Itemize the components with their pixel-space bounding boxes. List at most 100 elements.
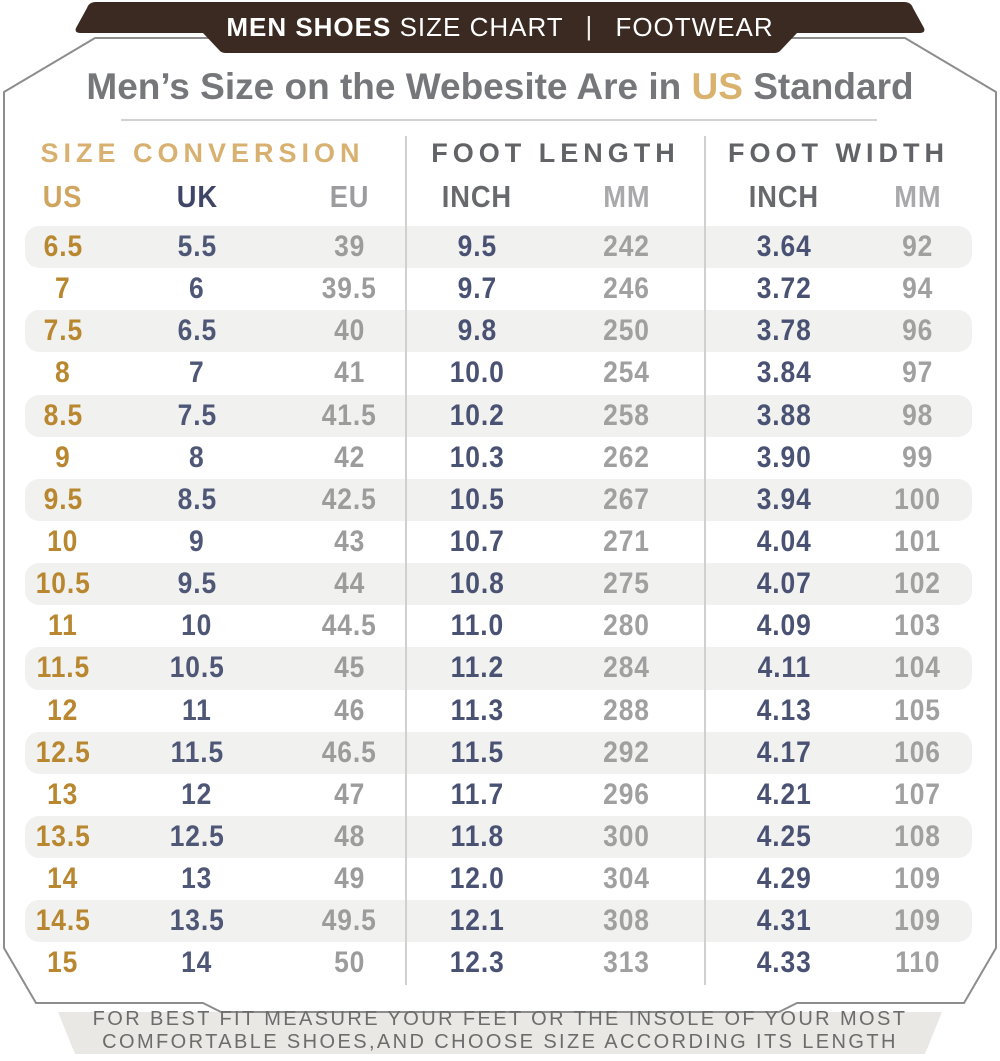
banner-separator: | bbox=[585, 11, 594, 41]
table-cell: 10.5 bbox=[449, 482, 505, 516]
table-row: 13 12 47 11.7 296 4.21 107 bbox=[25, 774, 972, 816]
banner-title: MEN SHOES SIZE CHART | FOOTWEAR bbox=[0, 11, 1000, 43]
table-cell: 96 bbox=[901, 314, 934, 348]
page-title: Men’s Size on the Webesite Are in US Sta… bbox=[0, 64, 1000, 110]
table-cell: 10.3 bbox=[449, 440, 505, 474]
table-cell: 108 bbox=[894, 820, 941, 854]
table-cell: 47 bbox=[333, 777, 366, 811]
table-cell: 43 bbox=[333, 525, 366, 559]
table-cell: 3.84 bbox=[756, 356, 812, 390]
table-cell: 4.17 bbox=[756, 735, 812, 769]
table-cell: 10 bbox=[181, 609, 213, 643]
table-cell: 242 bbox=[603, 230, 650, 264]
table-row: 11.5 10.5 45 11.2 284 4.11 104 bbox=[25, 647, 972, 690]
table-cell: 14.5 bbox=[35, 904, 91, 938]
table-row: 9.5 8.5 42.5 10.5 267 3.94 100 bbox=[25, 478, 972, 521]
table-cell: 7 bbox=[55, 272, 71, 306]
table-cell: 94 bbox=[901, 272, 934, 306]
table-cell: 101 bbox=[894, 525, 941, 559]
table-cell: 41.5 bbox=[322, 398, 377, 432]
table-cell: 15 bbox=[47, 946, 79, 980]
footer-band-shape bbox=[58, 1012, 942, 1054]
table-cell: 250 bbox=[603, 314, 650, 348]
title-suffix: Standard bbox=[742, 66, 914, 107]
table-cell: 12 bbox=[47, 693, 79, 727]
table-cell: 46.5 bbox=[322, 735, 377, 769]
table-cell: 4.09 bbox=[756, 609, 812, 643]
table-cell: 46 bbox=[333, 693, 366, 727]
table-cell: 14 bbox=[181, 946, 213, 980]
column-header-length-mm: MM bbox=[602, 179, 651, 214]
table-cell: 280 bbox=[603, 609, 650, 643]
section-divider-left bbox=[405, 136, 407, 985]
column-header-us: US bbox=[43, 179, 83, 214]
banner-right-label: FOOTWEAR bbox=[615, 12, 774, 42]
table-cell: 11.3 bbox=[450, 693, 504, 727]
table-cell: 39 bbox=[333, 230, 366, 264]
table-cell: 50 bbox=[333, 946, 366, 980]
title-prefix: Men’s Size on the Webesite Are in bbox=[86, 66, 692, 107]
banner-title-bold: MEN SHOES bbox=[226, 12, 392, 42]
table-cell: 246 bbox=[603, 272, 650, 306]
table-cell: 4.21 bbox=[756, 777, 812, 811]
table-cell: 11.5 bbox=[170, 735, 224, 769]
table-cell: 48 bbox=[333, 820, 366, 854]
table-cell: 9.8 bbox=[457, 314, 497, 348]
table-row: 6.5 5.5 39 9.5 242 3.64 92 bbox=[25, 226, 972, 269]
table-cell: 109 bbox=[894, 862, 941, 896]
table-cell: 9.5 bbox=[177, 567, 217, 601]
table-cell: 13.5 bbox=[35, 820, 91, 854]
table-cell: 258 bbox=[603, 398, 650, 432]
table-row: 7 6 39.5 9.7 246 3.72 94 bbox=[25, 268, 972, 310]
table-cell: 39.5 bbox=[322, 272, 377, 306]
table-cell: 99 bbox=[901, 440, 934, 474]
table-group-header-row: SIZE CONVERSION FOOT LENGTH FOOT WIDTH bbox=[25, 134, 972, 172]
table-cell: 49 bbox=[333, 862, 366, 896]
table-row: 11 10 44.5 11.0 280 4.09 103 bbox=[25, 605, 972, 647]
table-cell: 8.5 bbox=[43, 398, 83, 432]
table-cell: 42 bbox=[333, 440, 366, 474]
table-cell: 100 bbox=[894, 482, 941, 516]
table-row: 7.5 6.5 40 9.8 250 3.78 96 bbox=[25, 310, 972, 353]
footer-note: FOR BEST FIT MEASURE YOUR FEET OR THE IN… bbox=[0, 1008, 1000, 1054]
table-row: 15 14 50 12.3 313 4.33 110 bbox=[25, 942, 972, 984]
column-header-uk: UK bbox=[176, 179, 218, 214]
table-cell: 10.8 bbox=[449, 567, 505, 601]
table-cell: 4.33 bbox=[756, 946, 812, 980]
table-cell: 9 bbox=[55, 440, 71, 474]
table-cell: 11 bbox=[182, 693, 212, 727]
title-highlight: US bbox=[691, 66, 743, 107]
banner-title-rest: SIZE CHART bbox=[399, 12, 564, 42]
table-cell: 3.90 bbox=[756, 440, 812, 474]
table-cell: 11 bbox=[48, 609, 78, 643]
table-cell: 6 bbox=[189, 272, 205, 306]
table-cell: 4.31 bbox=[756, 904, 812, 938]
table-cell: 97 bbox=[901, 356, 934, 390]
section-divider-right bbox=[704, 136, 706, 985]
table-cell: 12 bbox=[181, 777, 213, 811]
table-cell: 9 bbox=[189, 525, 205, 559]
column-header-width-inch: INCH bbox=[748, 179, 820, 214]
table-row: 9 8 42 10.3 262 3.90 99 bbox=[25, 437, 972, 479]
table-cell: 109 bbox=[894, 904, 941, 938]
table-row: 13.5 12.5 48 11.8 300 4.25 108 bbox=[25, 815, 972, 859]
table-cell: 102 bbox=[894, 567, 941, 601]
table-cell: 106 bbox=[894, 735, 941, 769]
table-cell: 12.1 bbox=[449, 904, 505, 938]
table-cell: 3.64 bbox=[756, 230, 812, 264]
footer-note-line1: FOR BEST FIT MEASURE YOUR FEET OR THE IN… bbox=[92, 1008, 908, 1030]
table-cell: 8 bbox=[55, 356, 71, 390]
column-header-length-inch: INCH bbox=[441, 179, 513, 214]
table-cell: 11.0 bbox=[450, 609, 504, 643]
table-cell: 42.5 bbox=[322, 482, 377, 516]
table-cell: 4.07 bbox=[756, 567, 812, 601]
table-cell: 12.5 bbox=[169, 820, 225, 854]
table-cell: 98 bbox=[901, 398, 934, 432]
table-cell: 7.5 bbox=[177, 398, 217, 432]
table-cell: 3.72 bbox=[756, 272, 812, 306]
table-cell: 10.7 bbox=[449, 525, 505, 559]
table-cell: 313 bbox=[603, 946, 650, 980]
table-cell: 40 bbox=[333, 314, 366, 348]
table-cell: 11.5 bbox=[450, 735, 504, 769]
table-cell: 5.5 bbox=[177, 230, 217, 264]
